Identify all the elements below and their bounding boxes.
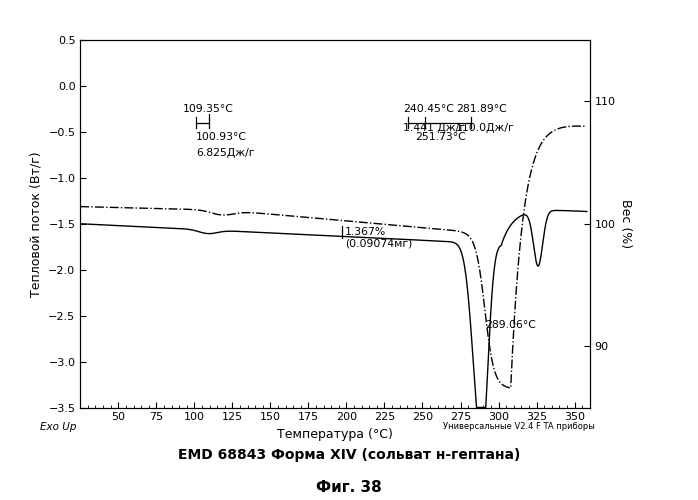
- Text: 251.73°C: 251.73°C: [415, 132, 466, 142]
- Text: 100.93°C: 100.93°C: [195, 132, 247, 142]
- Text: (0.09074мг): (0.09074мг): [345, 238, 413, 248]
- Text: 240.45°C: 240.45°C: [403, 104, 454, 114]
- Text: 1.367%: 1.367%: [345, 226, 386, 236]
- X-axis label: Температура (°C): Температура (°C): [277, 428, 393, 441]
- Text: 1.441 Дж/г: 1.441 Дж/г: [403, 122, 465, 132]
- Text: Exo Up: Exo Up: [40, 422, 76, 432]
- Text: 110.0Дж/г: 110.0Дж/г: [456, 122, 514, 132]
- Text: Универсальные V2.4 F TA приборы: Универсальные V2.4 F TA приборы: [443, 422, 595, 431]
- Y-axis label: Вес (%): Вес (%): [619, 199, 632, 248]
- Y-axis label: Тепловой поток (Вт/г): Тепловой поток (Вт/г): [30, 151, 43, 296]
- Text: 6.825Дж/г: 6.825Дж/г: [195, 148, 254, 158]
- Text: 109.35°C: 109.35°C: [183, 104, 234, 114]
- Text: 289.06°C: 289.06°C: [485, 320, 536, 330]
- Text: Фиг. 38: Фиг. 38: [316, 480, 382, 495]
- Text: 281.89°C: 281.89°C: [456, 104, 507, 114]
- Text: EMD 68843 Форма XIV (сольват н-гептана): EMD 68843 Форма XIV (сольват н-гептана): [178, 448, 520, 462]
